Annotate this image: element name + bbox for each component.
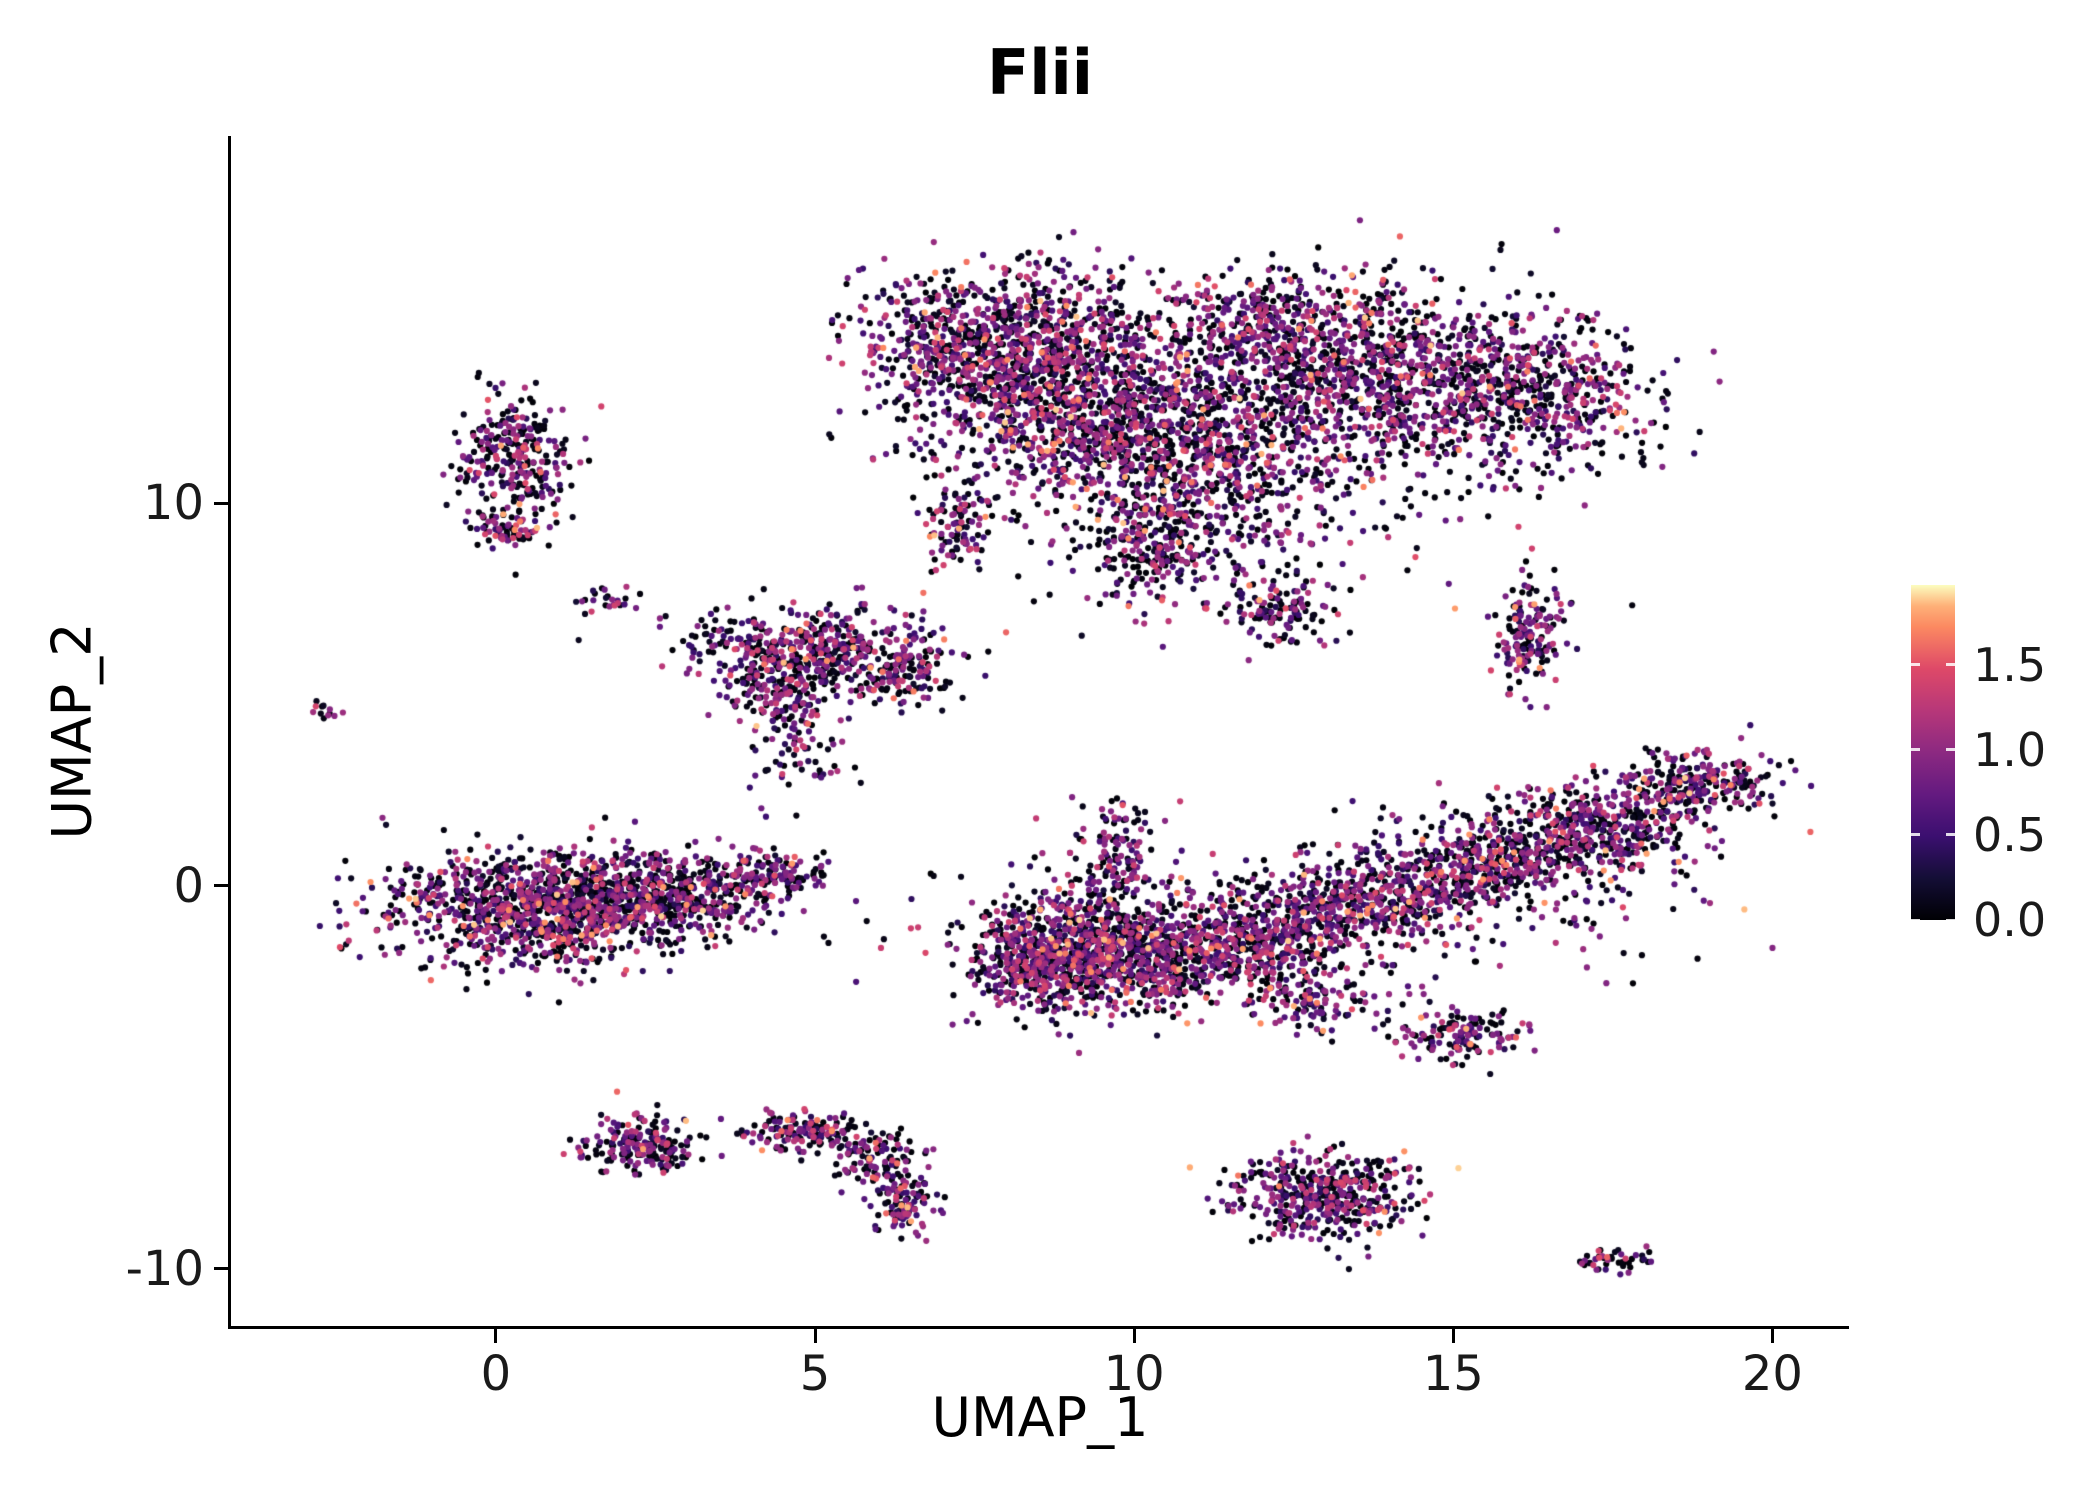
x-tick-label: 10 xyxy=(1103,1346,1165,1402)
x-axis-line xyxy=(228,1326,1849,1329)
colorbar-tick-label: 0.5 xyxy=(1973,807,2047,862)
colorbar-tick-mark xyxy=(1911,918,1920,922)
y-axis-line xyxy=(228,136,231,1329)
x-tick-label: 5 xyxy=(799,1346,831,1402)
x-tick-label: 20 xyxy=(1741,1346,1803,1402)
x-tick-mark xyxy=(1451,1329,1455,1343)
colorbar-tick-mark xyxy=(1911,748,1920,752)
colorbar-tick-label: 1.5 xyxy=(1973,637,2047,692)
x-tick-mark xyxy=(813,1329,817,1343)
scatter-canvas xyxy=(231,136,1849,1326)
colorbar-tick-mark xyxy=(1946,833,1955,837)
x-axis-label: UMAP_1 xyxy=(931,1386,1149,1449)
colorbar-gradient xyxy=(1911,585,1955,920)
x-tick-mark xyxy=(1132,1329,1136,1343)
x-tick-label: 15 xyxy=(1422,1346,1484,1402)
colorbar-tick-label: 0.0 xyxy=(1973,893,2047,947)
colorbar-tick-mark xyxy=(1946,918,1955,922)
x-tick-label: 0 xyxy=(480,1346,512,1402)
y-tick-label: -10 xyxy=(125,1240,204,1297)
x-tick-mark xyxy=(1770,1329,1774,1343)
y-axis-label: UMAP_2 xyxy=(40,622,104,840)
y-tick-mark xyxy=(214,501,228,505)
colorbar-tick-mark xyxy=(1911,663,1920,667)
y-tick-mark xyxy=(214,1267,228,1271)
y-tick-mark xyxy=(214,884,228,888)
colorbar-tick-mark xyxy=(1911,833,1920,837)
y-tick-label: 10 xyxy=(142,475,204,532)
x-tick-mark xyxy=(494,1329,498,1343)
colorbar-tick-mark xyxy=(1946,748,1955,752)
colorbar-tick-label: 1.0 xyxy=(1973,722,2047,777)
plot-title: Flii xyxy=(986,36,1094,109)
plot-area xyxy=(231,136,1849,1326)
colorbar-tick-mark xyxy=(1946,663,1955,667)
colorbar xyxy=(1911,585,1955,920)
y-tick-label: 0 xyxy=(173,857,204,914)
